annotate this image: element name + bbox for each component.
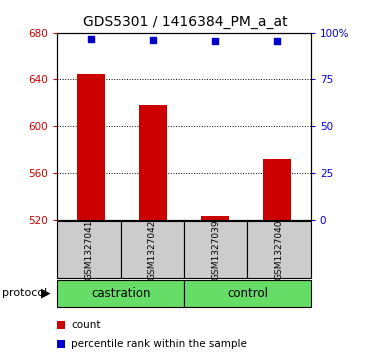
Point (212, 38, 218, 44)
Point (150, 37, 156, 43)
Text: ▶: ▶ (41, 287, 51, 299)
Text: GSM1327039: GSM1327039 (211, 219, 220, 280)
Text: percentile rank within the sample: percentile rank within the sample (71, 339, 247, 349)
Text: castration: castration (91, 287, 151, 299)
Text: GSM1327040: GSM1327040 (275, 219, 284, 280)
Bar (263, 159, 291, 220)
Text: GSM1327042: GSM1327042 (148, 219, 157, 280)
Bar (201, 216, 229, 220)
Text: control: control (227, 287, 268, 299)
Text: GSM1327041: GSM1327041 (84, 219, 94, 280)
Bar (139, 105, 167, 220)
Text: GDS5301 / 1416384_PM_a_at: GDS5301 / 1416384_PM_a_at (83, 15, 287, 29)
Point (274, 38, 280, 44)
Text: count: count (71, 320, 101, 330)
Text: protocol: protocol (2, 288, 47, 298)
Bar (77, 74, 105, 220)
Point (88, 36, 94, 42)
